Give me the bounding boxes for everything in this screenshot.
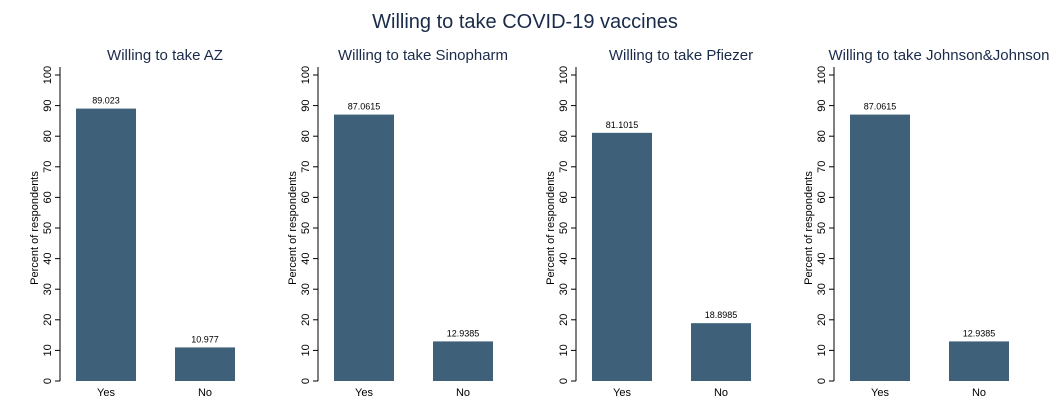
y-tick-label: 30 [300,283,312,295]
y-tick-label: 0 [300,378,312,384]
y-tick-label: 80 [816,130,828,142]
bar-yes [592,132,652,381]
y-tick-label: 40 [300,252,312,264]
panel-title: Willing to take Pfiezer [609,47,753,64]
y-tick-label: 90 [816,99,828,111]
y-tick-label: 90 [300,99,312,111]
y-tick-label: 90 [558,99,570,111]
chart-panel-3: Willing to take Pfiezer 0 10 20 30 40 50 60 70 80… [545,47,753,399]
bar-value-label: 10.977 [191,334,219,344]
bar-yes [334,114,394,382]
y-axis-label: Percent of respondents [287,171,299,285]
panel-title: Willing to take Johnson&Johnson [829,47,1050,64]
y-tick-label: 50 [300,222,312,234]
bar-value-label: 18.8985 [705,310,738,320]
y-tick-label: 50 [558,222,570,234]
x-category-label: No [456,387,470,399]
bar-yes [76,108,136,381]
y-tick-label: 80 [42,130,54,142]
panel-title: Willing to take Sinopharm [338,47,508,64]
chart-panels: Willing to take AZ0102030405060708090100… [29,47,1049,399]
y-tick-label: 0 [42,378,54,384]
y-tick-label: 100 [558,66,570,84]
y-tick-label: 20 [300,314,312,326]
bar-value-label: 81.1015 [606,120,639,130]
x-category-label: Yes [613,387,631,399]
y-tick-label: 80 [300,130,312,142]
panel-title: Willing to take AZ [107,47,223,64]
y-tick-label: 60 [558,191,570,203]
y-tick-label: 60 [42,191,54,203]
bar-value-label: 12.9385 [447,328,480,338]
bar-value-label: 87.0615 [864,102,897,112]
x-category-label: Yes [355,387,373,399]
y-axis-label: Percent of respondents [545,171,557,285]
x-category-label: No [198,387,212,399]
y-tick-label: 20 [816,314,828,326]
bar-no [691,323,751,381]
y-tick-label: 60 [300,191,312,203]
y-tick-label: 30 [816,283,828,295]
x-category-label: Yes [871,387,889,399]
x-category-label: No [972,387,986,399]
x-category-label: No [714,387,728,399]
chart-main-title: Willing to take COVID-19 vaccines [372,11,678,33]
y-tick-label: 70 [42,161,54,173]
y-tick-label: 0 [558,378,570,384]
bar-no [949,341,1009,381]
x-category-label: Yes [97,387,115,399]
bar-value-label: 89.023 [92,96,120,106]
y-tick-label: 50 [42,222,54,234]
y-tick-label: 20 [558,314,570,326]
chart-panel-1: Willing to take AZ 0 10 20 30 40 50 60 70 80 90 100… [29,47,235,399]
y-tick-label: 100 [300,66,312,84]
y-tick-label: 100 [42,66,54,84]
y-tick-label: 0 [816,378,828,384]
bar-value-label: 87.0615 [348,102,381,112]
chart-panel-2: Willing to take Sinopharm 0 10 20 30 40 50 60 70… [287,47,508,399]
y-tick-label: 20 [42,314,54,326]
y-tick-label: 70 [300,161,312,173]
y-tick-label: 10 [42,344,54,356]
y-tick-label: 30 [558,283,570,295]
y-tick-label: 50 [816,222,828,234]
bar-yes [850,114,910,382]
y-tick-label: 30 [42,283,54,295]
y-tick-label: 70 [816,161,828,173]
y-tick-label: 10 [816,344,828,356]
y-tick-label: 40 [558,252,570,264]
bar-value-label: 12.9385 [963,328,996,338]
y-tick-label: 40 [42,252,54,264]
chart-panel-4: Willing to take Johnson&Johnson 0 10 20 30 40… [803,47,1049,399]
y-axis-label: Percent of respondents [803,171,815,285]
bar-no [433,341,493,381]
y-axis-label: Percent of respondents [29,171,41,285]
y-tick-label: 90 [42,99,54,111]
y-tick-label: 40 [816,252,828,264]
y-tick-label: 80 [558,130,570,142]
y-tick-label: 60 [816,191,828,203]
y-tick-label: 10 [558,344,570,356]
y-tick-label: 70 [558,161,570,173]
bar-no [175,347,235,381]
y-tick-label: 100 [816,66,828,84]
y-tick-label: 10 [300,344,312,356]
